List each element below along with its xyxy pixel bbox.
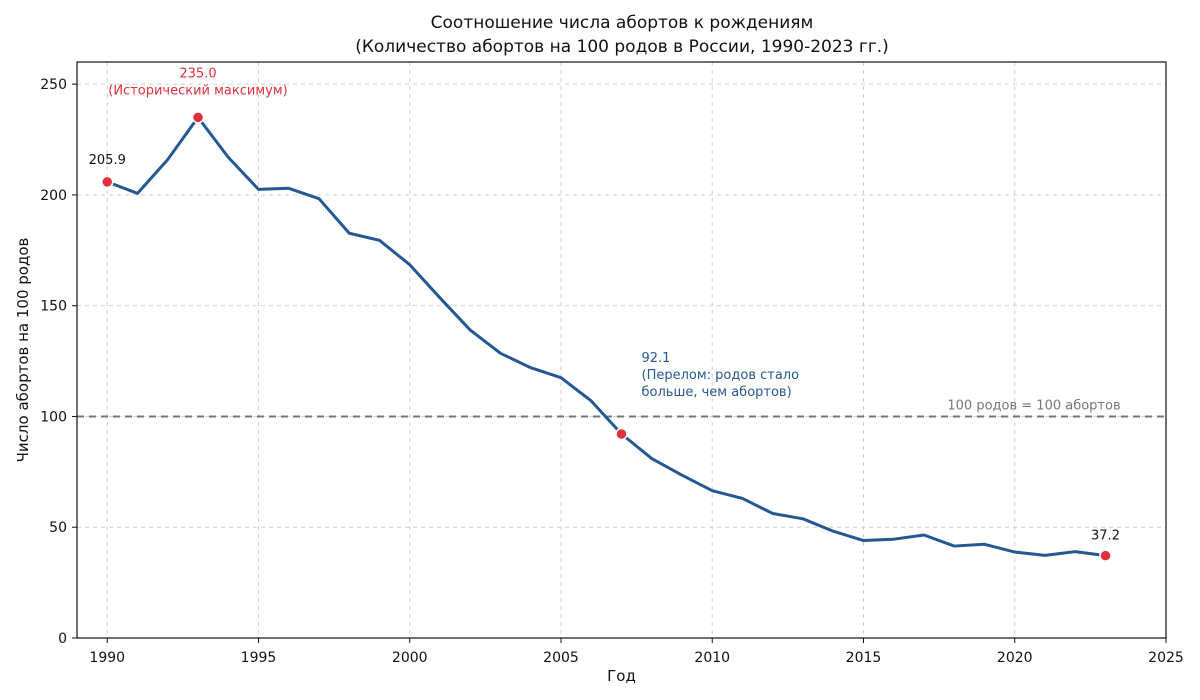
highlight-point <box>191 111 205 124</box>
series-line <box>105 115 1107 558</box>
annotation-label: 235.0 <box>179 66 216 81</box>
highlight-point <box>101 175 114 189</box>
plot-frame <box>76 61 1167 639</box>
x-axis-ticks: 1990 1995 2000 2005 2010 2015 2020 2025 <box>89 638 1184 666</box>
y-tick-label: 250 <box>40 77 67 93</box>
annotations: 205.9 235.0 (Исторический максимум) 92.1 (Пе… <box>89 66 1120 543</box>
annotation-label: 92.1 <box>642 351 671 366</box>
highlight-points <box>101 111 1112 562</box>
y-axis-label: Число абортов на 100 родов <box>14 238 32 463</box>
chart-subtitle: (Количество абортов на 100 родов в Росси… <box>355 37 889 57</box>
y-tick-label: 100 <box>40 409 67 425</box>
x-tick-label: 2020 <box>997 650 1033 666</box>
y-tick-label: 200 <box>40 188 67 204</box>
x-tick-label: 2025 <box>1148 650 1184 666</box>
y-tick-label: 0 <box>58 631 67 647</box>
annotation-label: больше, чем абортов) <box>642 385 792 400</box>
highlight-point <box>1099 549 1112 562</box>
annotation-label: (Исторический максимум) <box>108 83 287 98</box>
highlight-point <box>615 427 628 441</box>
x-tick-label: 2015 <box>846 650 882 666</box>
reference-line-label: 100 родов = 100 абортов <box>947 398 1120 413</box>
x-tick-label: 2000 <box>392 650 428 666</box>
chart-title: Соотношение числа абортов к рождениям <box>431 13 814 33</box>
x-tick-label: 1995 <box>241 650 277 666</box>
x-axis-label: Год <box>607 667 636 685</box>
x-tick-label: 2010 <box>694 650 730 666</box>
annotation-label: 37.2 <box>1091 529 1120 544</box>
annotation-label: 205.9 <box>89 153 126 168</box>
y-tick-label: 50 <box>49 520 67 536</box>
y-tick-label: 150 <box>40 299 67 315</box>
grid-lines <box>77 62 1167 639</box>
annotation-label: (Перелом: родов стало <box>642 368 800 383</box>
y-axis-ticks: 0 50 100 150 200 250 <box>40 77 77 647</box>
x-tick-label: 1990 <box>89 650 125 666</box>
x-tick-label: 2005 <box>543 650 579 666</box>
